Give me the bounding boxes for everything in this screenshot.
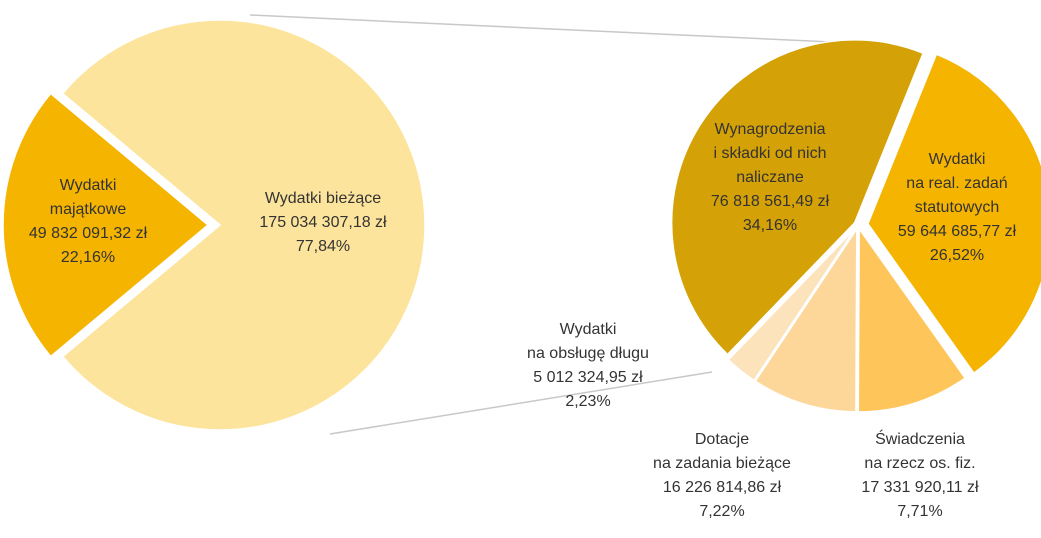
slice-amount: 76 818 561,49 zł [711,193,830,210]
pie-slice [2,92,210,358]
slice-name: Wydatki na obsługę długu [527,321,649,362]
pie-slice [670,39,925,356]
slice-name: Dotacje na zadania bieżące [653,431,791,472]
slice-amount: 175 034 307,18 zł [259,214,387,231]
slice-amount: 5 012 324,95 zł [533,369,643,386]
slice-percent: 77,84% [296,238,350,255]
slice-name: Świadczenia na rzecz os. fiz. [864,429,975,472]
slice-percent: 34,16% [743,217,797,234]
pie-slice [857,226,967,413]
slice-percent: 26,52% [930,247,984,264]
slice-name: Wydatki na real. zadań statutowych [906,151,1007,216]
slice-name: Wynagrodzenia i składki od nich naliczane [714,121,827,186]
slice-amount: 49 832 091,32 zł [29,225,148,242]
pie-slice [61,19,426,431]
connector-line [329,371,713,435]
slice-name: Wydatki majątkowe [50,177,127,218]
pie-slice [727,227,857,382]
slice-percent: 2,23% [565,393,610,410]
slice-amount: 16 226 814,86 zł [663,479,782,496]
pie-slice [754,226,858,413]
slice-amount: 59 644 685,77 zł [898,223,1017,240]
slice-percent: 7,71% [897,503,942,520]
slice-amount: 17 331 920,11 zł [861,479,979,496]
slice-name: Wydatki bieżące [265,190,381,207]
slice-percent: 7,22% [699,503,744,520]
pie-slice [867,53,1041,375]
connector-line [249,14,833,43]
slice-percent: 22,16% [61,249,115,266]
